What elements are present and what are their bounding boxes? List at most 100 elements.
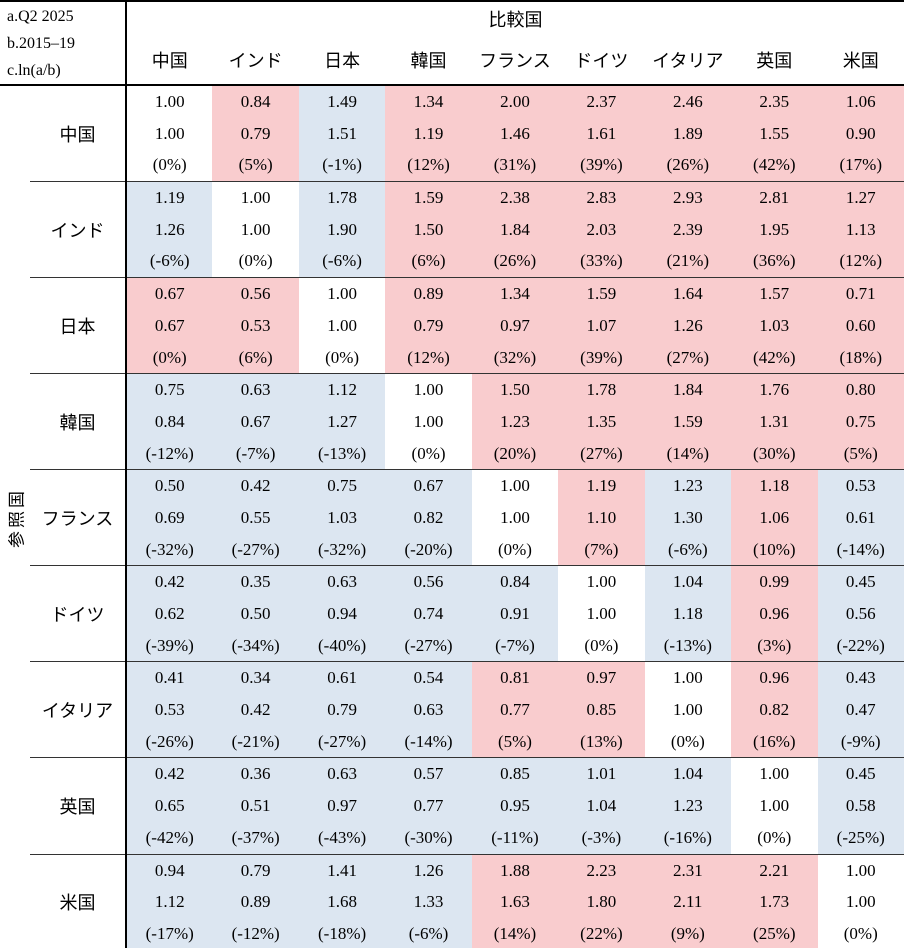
value-c-pct: (-37%): [231, 827, 280, 847]
value-c-pct: (27%): [666, 347, 710, 367]
cell-germany-uk: 0.99 0.96 (3%): [731, 565, 818, 662]
value-a: 1.00: [327, 284, 357, 304]
value-c-pct: (0%): [238, 251, 273, 271]
cell-usa-germany: 2.23 1.80 (22%): [558, 853, 645, 948]
cell-korea-china: 0.75 0.84 (-12%): [126, 373, 213, 470]
value-a: 0.56: [240, 284, 271, 304]
value-a: 0.61: [327, 668, 357, 688]
value-a: 0.45: [845, 764, 876, 784]
value-c-pct: (0%): [757, 827, 792, 847]
cell-korea-india: 0.63 0.67 (-7%): [212, 373, 299, 470]
col-header-china: 中国: [126, 35, 213, 86]
value-b: 1.03: [759, 315, 790, 335]
cell-india-india: 1.00 1.00 (0%): [212, 181, 299, 278]
value-c-pct: (14%): [666, 443, 710, 463]
header-row-group: a.Q2 2025 b.2015–19 c.ln(a/b) 比較国: [0, 1, 904, 86]
value-b: 0.97: [327, 796, 357, 816]
value-a: 0.42: [154, 764, 185, 784]
cell-italy-korea: 0.54 0.63 (-14%): [385, 661, 472, 758]
value-b: 1.73: [759, 892, 790, 912]
value-c-pct: (9%): [670, 923, 705, 943]
cell-china-japan: 1.49 1.51 (-1%): [298, 85, 386, 182]
value-c-pct: (-1%): [322, 155, 362, 175]
value-b: 2.11: [673, 892, 703, 912]
value-c-pct: (-43%): [318, 827, 367, 847]
value-a: 0.80: [845, 380, 876, 400]
row-header-korea: 韓国: [30, 373, 127, 470]
cell-korea-japan: 1.12 1.27 (-13%): [298, 373, 386, 470]
cell-uk-usa: 0.45 0.58 (-25%): [817, 757, 904, 854]
cell-korea-france: 1.50 1.23 (20%): [471, 373, 559, 470]
value-b: 1.89: [672, 123, 703, 143]
cell-india-uk: 2.81 1.95 (36%): [731, 181, 818, 278]
value-c-pct: (31%): [493, 155, 537, 175]
value-b: 0.90: [845, 123, 876, 143]
value-b: 0.67: [240, 411, 271, 431]
value-b: 0.85: [586, 700, 617, 720]
value-a: 1.57: [759, 284, 790, 304]
cell-korea-germany: 1.78 1.35 (27%): [558, 373, 645, 470]
value-a: 1.26: [413, 860, 444, 880]
value-a: 0.67: [413, 476, 444, 496]
value-c-pct: (-26%): [145, 731, 194, 751]
cell-usa-usa: 1.00 1.00 (0%): [817, 853, 904, 948]
cell-usa-france: 1.88 1.63 (14%): [471, 853, 559, 948]
value-b: 0.67: [154, 315, 185, 335]
value-b: 0.82: [413, 507, 444, 527]
header-row-countries: 中国 インド 日本 韓国 フランス ドイツ イタリア 英国 米国: [0, 35, 904, 86]
cell-india-italy: 2.93 2.39 (21%): [644, 181, 732, 278]
cell-italy-germany: 0.97 0.85 (13%): [558, 661, 645, 758]
value-b: 1.13: [845, 219, 876, 239]
value-c-pct: (0%): [843, 923, 878, 943]
value-a: 0.79: [240, 860, 271, 880]
value-c-pct: (18%): [839, 347, 882, 367]
value-a: 1.06: [845, 92, 876, 111]
value-c-pct: (-32%): [318, 539, 367, 559]
value-c-pct: (-14%): [404, 731, 453, 751]
value-c-pct: (5%): [238, 155, 273, 175]
value-c-pct: (13%): [580, 731, 623, 751]
cell-italy-china: 0.41 0.53 (-26%): [126, 661, 213, 758]
value-b: 1.18: [672, 604, 703, 623]
value-c-pct: (36%): [753, 251, 796, 271]
value-c-pct: (-12%): [231, 923, 280, 943]
value-a: 2.37: [586, 92, 617, 111]
value-b: 0.60: [845, 315, 876, 335]
cell-germany-korea: 0.56 0.74 (-27%): [385, 565, 472, 662]
value-c-pct: (-42%): [145, 827, 194, 847]
value-b: 0.74: [413, 604, 444, 623]
reference-group-cell: 参照国: [0, 85, 30, 948]
value-c-pct: (26%): [493, 251, 537, 271]
cell-france-uk: 1.18 1.06 (10%): [731, 469, 818, 566]
value-b: 1.30: [672, 507, 703, 527]
value-b: 1.00: [759, 796, 790, 816]
value-c-pct: (-13%): [663, 635, 712, 655]
value-a: 0.42: [240, 476, 271, 496]
cell-japan-france: 1.34 0.97 (32%): [471, 277, 559, 374]
value-c-pct: (5%): [843, 443, 878, 463]
col-header-india: インド: [212, 35, 299, 86]
value-a: 0.71: [845, 284, 876, 304]
cell-korea-korea: 1.00 1.00 (0%): [385, 373, 472, 470]
value-b: 1.00: [586, 604, 617, 623]
cell-uk-japan: 0.63 0.97 (-43%): [298, 757, 386, 854]
value-c-pct: (6%): [411, 251, 446, 271]
value-b: 1.00: [240, 219, 271, 239]
value-c-pct: (-34%): [231, 635, 280, 655]
value-b: 0.94: [327, 604, 357, 623]
value-b: 0.79: [240, 123, 271, 143]
value-a: 0.63: [240, 380, 271, 400]
cell-china-italy: 2.46 1.89 (26%): [644, 85, 732, 182]
value-b: 0.65: [154, 796, 185, 816]
value-b: 1.19: [413, 123, 444, 143]
cell-india-germany: 2.83 2.03 (33%): [558, 181, 645, 278]
value-a: 1.34: [413, 92, 444, 111]
value-c-pct: (-13%): [318, 443, 367, 463]
cell-china-uk: 2.35 1.55 (42%): [731, 85, 818, 182]
value-a: 1.01: [586, 764, 617, 784]
value-c-pct: (-9%): [840, 731, 881, 751]
value-c-pct: (-32%): [145, 539, 194, 559]
value-c-pct: (17%): [839, 155, 882, 175]
value-definitions-cell: a.Q2 2025 b.2015–19 c.ln(a/b): [0, 1, 127, 86]
